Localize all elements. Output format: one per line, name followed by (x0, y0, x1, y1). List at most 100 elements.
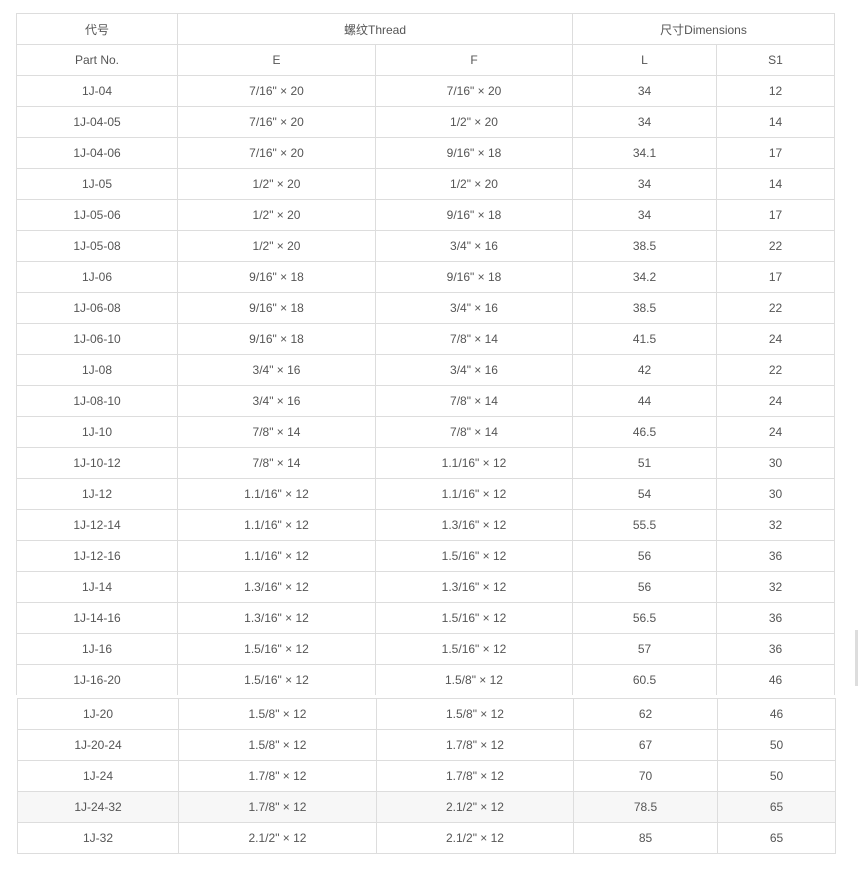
thread-f-cell: 1.1/16" × 12 (375, 447, 573, 479)
dim-s1-cell: 24 (715, 385, 836, 417)
part-no-cell: 1J-12-14 (16, 509, 178, 541)
scrollbar[interactable] (855, 630, 858, 686)
subheader-row: Part No. E F L S1 (16, 44, 836, 76)
dim-s1-cell: 65 (717, 791, 836, 823)
thread-f-cell: 1.7/8" × 12 (376, 729, 574, 761)
dim-l-cell: 57 (572, 633, 717, 665)
table-row: 1J-04-06 7/16" × 20 9/16" × 18 34.1 17 (16, 137, 836, 169)
part-no-cell: 1J-04 (16, 75, 178, 107)
dim-l-cell: 44 (572, 385, 717, 417)
dim-l-cell: 34 (572, 199, 717, 231)
code-header: 代号 (16, 13, 178, 45)
part-no-cell: 1J-24 (17, 760, 179, 792)
thread-f-cell: 7/8" × 14 (375, 323, 573, 355)
dim-l-cell: 56.5 (572, 602, 717, 634)
dim-l-cell: 70 (573, 760, 718, 792)
table-row: 1J-12-14 1.1/16" × 12 1.3/16" × 12 55.5 32 (16, 509, 836, 541)
thread-e-cell: 1.5/8" × 12 (178, 729, 377, 761)
table-row: 1J-12 1.1/16" × 12 1.1/16" × 12 54 30 (16, 478, 836, 510)
table-row: 1J-08 3/4" × 16 3/4" × 16 42 22 (16, 354, 836, 386)
thread-f-cell: 3/4" × 16 (375, 230, 573, 262)
thread-f-cell: 1.5/8" × 12 (375, 664, 573, 695)
dim-l-cell: 51 (572, 447, 717, 479)
table-row: 1J-06-10 9/16" × 18 7/8" × 14 41.5 24 (16, 323, 836, 355)
e-header: E (177, 44, 376, 76)
thread-e-cell: 1.1/16" × 12 (177, 540, 376, 572)
l-header: L (572, 44, 717, 76)
thread-e-cell: 7/16" × 20 (177, 75, 376, 107)
part-no-header: Part No. (16, 44, 178, 76)
dim-s1-cell: 46 (715, 664, 836, 695)
table-row: 1J-04-05 7/16" × 20 1/2" × 20 34 14 (16, 106, 836, 138)
dim-s1-cell: 17 (715, 261, 836, 293)
thread-f-cell: 1.3/16" × 12 (375, 509, 573, 541)
dim-l-cell: 56 (572, 571, 717, 603)
dim-s1-cell: 24 (715, 323, 836, 355)
thread-e-cell: 9/16" × 18 (177, 323, 376, 355)
thread-f-cell: 3/4" × 16 (375, 292, 573, 324)
dim-s1-cell: 14 (715, 168, 836, 200)
dimensions-header: 尺寸Dimensions (571, 13, 836, 45)
dim-l-cell: 62 (573, 698, 718, 730)
dim-l-cell: 67 (573, 729, 718, 761)
table-row: 1J-10-12 7/8" × 14 1.1/16" × 12 51 30 (16, 447, 836, 479)
dim-l-cell: 38.5 (572, 230, 717, 262)
part-no-cell: 1J-06-08 (16, 292, 178, 324)
table-row: 1J-14 1.3/16" × 12 1.3/16" × 12 56 32 (16, 571, 836, 603)
thread-e-cell: 2.1/2" × 12 (178, 822, 377, 854)
header-row: 代号 螺纹Thread 尺寸Dimensions (16, 13, 836, 45)
dim-l-cell: 56 (572, 540, 717, 572)
dim-l-cell: 85 (573, 822, 718, 854)
table-row: 1J-32 2.1/2" × 12 2.1/2" × 12 85 65 (17, 822, 836, 854)
dim-l-cell: 34.2 (572, 261, 717, 293)
thread-e-cell: 7/8" × 14 (177, 416, 376, 448)
dim-s1-cell: 12 (715, 75, 836, 107)
part-no-cell: 1J-12 (16, 478, 178, 510)
table-row: 1J-06-08 9/16" × 18 3/4" × 16 38.5 22 (16, 292, 836, 324)
dim-s1-cell: 50 (717, 760, 836, 792)
table-row: 1J-20 1.5/8" × 12 1.5/8" × 12 62 46 (17, 698, 836, 730)
dim-s1-cell: 22 (715, 230, 836, 262)
table-row: 1J-10 7/8" × 14 7/8" × 14 46.5 24 (16, 416, 836, 448)
table-row: 1J-14-16 1.3/16" × 12 1.5/16" × 12 56.5 36 (16, 602, 836, 634)
table-row: 1J-08-10 3/4" × 16 7/8" × 14 44 24 (16, 385, 836, 417)
dim-s1-cell: 17 (715, 199, 836, 231)
thread-e-cell: 1.3/16" × 12 (177, 602, 376, 634)
thread-e-cell: 3/4" × 16 (177, 354, 376, 386)
part-no-cell: 1J-10-12 (16, 447, 178, 479)
thread-f-cell: 1.5/16" × 12 (375, 540, 573, 572)
s1-header: S1 (715, 44, 836, 76)
thread-e-cell: 9/16" × 18 (177, 292, 376, 324)
dim-l-cell: 34 (572, 75, 717, 107)
part-no-cell: 1J-14 (16, 571, 178, 603)
thread-f-cell: 1/2" × 20 (375, 106, 573, 138)
thread-f-cell: 1.5/16" × 12 (375, 633, 573, 665)
thread-f-cell: 3/4" × 16 (375, 354, 573, 386)
part-no-cell: 1J-16 (16, 633, 178, 665)
thread-e-cell: 1.7/8" × 12 (178, 760, 377, 792)
thread-f-cell: 7/8" × 14 (375, 416, 573, 448)
thread-e-cell: 1.1/16" × 12 (177, 478, 376, 510)
dim-s1-cell: 17 (715, 137, 836, 169)
spec-table-continued: 1J-20 1.5/8" × 12 1.5/8" × 12 62 46 1J-20-24 1… (17, 698, 836, 854)
thread-f-cell: 1.1/16" × 12 (375, 478, 573, 510)
thread-e-cell: 9/16" × 18 (177, 261, 376, 293)
thread-e-cell: 1.7/8" × 12 (178, 791, 377, 823)
part-no-cell: 1J-05-08 (16, 230, 178, 262)
part-no-cell: 1J-06 (16, 261, 178, 293)
part-no-cell: 1J-08 (16, 354, 178, 386)
table-row: 1J-16-20 1.5/16" × 12 1.5/8" × 12 60.5 46 (16, 664, 836, 695)
dim-l-cell: 34 (572, 168, 717, 200)
part-no-cell: 1J-24-32 (17, 791, 179, 823)
dim-l-cell: 38.5 (572, 292, 717, 324)
table-row: 1J-04 7/16" × 20 7/16" × 20 34 12 (16, 75, 836, 107)
f-header: F (375, 44, 573, 76)
thread-e-cell: 7/8" × 14 (177, 447, 376, 479)
thread-header: 螺纹Thread (177, 13, 573, 45)
dim-s1-cell: 50 (717, 729, 836, 761)
part-no-cell: 1J-10 (16, 416, 178, 448)
thread-f-cell: 1.5/8" × 12 (376, 698, 574, 730)
thread-f-cell: 7/8" × 14 (375, 385, 573, 417)
table-row: 1J-16 1.5/16" × 12 1.5/16" × 12 57 36 (16, 633, 836, 665)
dim-l-cell: 60.5 (572, 664, 717, 695)
